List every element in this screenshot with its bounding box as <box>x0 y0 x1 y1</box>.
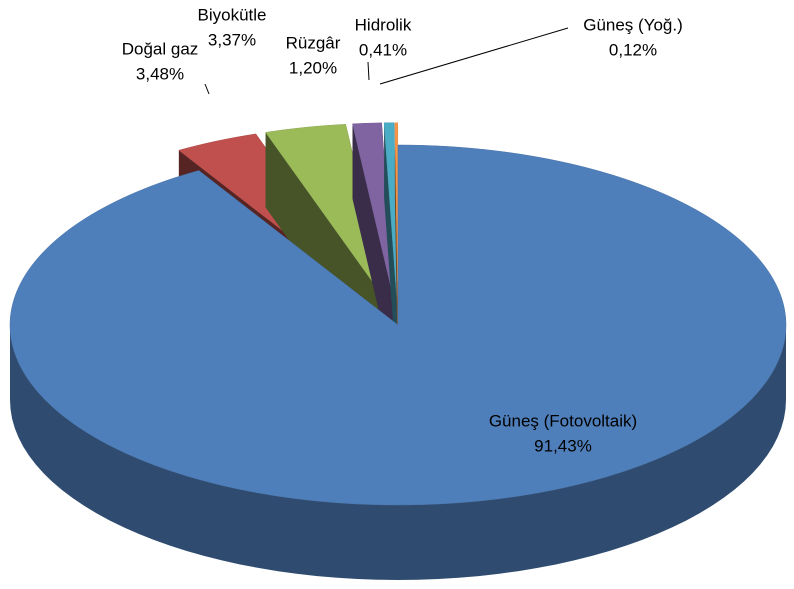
slice-label: Güneş (Fotovoltaik) <box>489 411 637 430</box>
leader-line <box>379 27 569 85</box>
value-label: 0,41% <box>359 40 407 59</box>
slice-label: Güneş (Yoğ.) <box>583 15 683 34</box>
slice-label: Rüzgâr <box>286 33 341 52</box>
leader-line <box>204 83 210 95</box>
pie-slice <box>9 144 787 506</box>
slice-label: Doğal gaz <box>122 39 199 58</box>
leader-line <box>367 61 370 81</box>
slice-wall <box>10 325 786 580</box>
value-label: 1,20% <box>289 58 337 77</box>
pie-slice <box>383 122 398 303</box>
pie-slice <box>352 122 395 303</box>
slice-label: Hidrolik <box>355 15 412 34</box>
slice-label: Biyokütle <box>198 5 267 24</box>
pie-slice <box>394 122 399 303</box>
value-label: 3,48% <box>136 64 184 83</box>
value-label: 0,12% <box>609 40 657 59</box>
slice-side <box>384 122 398 378</box>
value-label: 91,43% <box>534 436 592 455</box>
slice-side <box>394 122 398 378</box>
pie-slice <box>265 124 389 304</box>
value-label: 3,37% <box>208 30 256 49</box>
